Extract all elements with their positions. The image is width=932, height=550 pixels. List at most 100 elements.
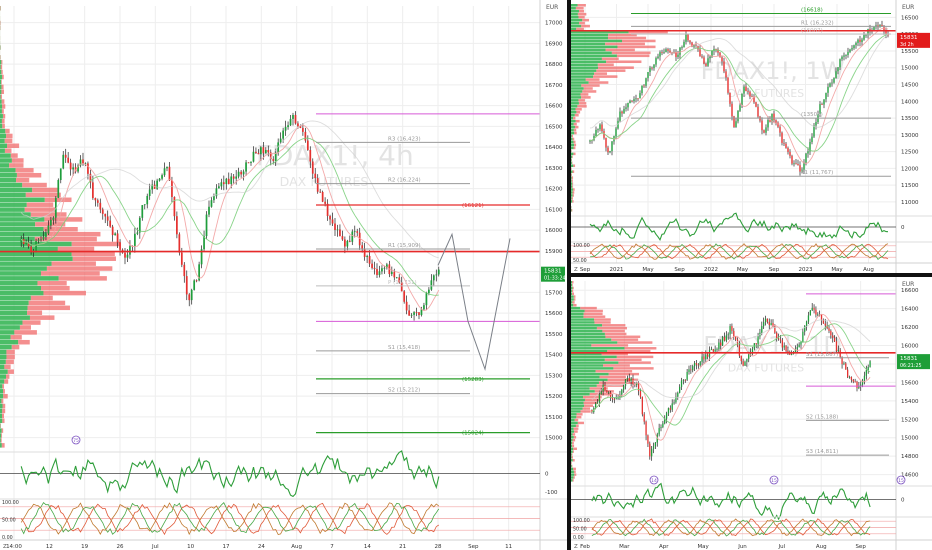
volume-bar-down: [6, 349, 15, 355]
volume-bar-up: [571, 470, 574, 473]
volume-bar-down: [602, 329, 625, 333]
candle-up: [215, 188, 218, 197]
candle-down: [400, 282, 403, 292]
volume-bar-down: [591, 344, 629, 347]
vertical-divider[interactable]: [567, 0, 571, 550]
target-label: (15283): [462, 377, 484, 383]
candle-up: [764, 318, 767, 323]
price-tick: 16300: [545, 166, 563, 172]
event-marker[interactable]: [769, 475, 779, 485]
candle-up: [804, 325, 806, 332]
candle-up: [809, 142, 811, 152]
candle-down: [109, 220, 112, 227]
candle-up: [837, 67, 839, 72]
time-tick: 14: [364, 544, 371, 550]
candle-down: [845, 363, 847, 370]
volume-bar-up: [0, 413, 2, 419]
candle-up: [858, 386, 860, 389]
zoom-corner-label[interactable]: Z: [574, 267, 578, 273]
volume-bar-up: [571, 45, 618, 49]
volume-bar-up: [571, 404, 585, 407]
candle-up: [833, 78, 835, 83]
volume-bar-down: [605, 42, 645, 46]
candle-up: [72, 167, 74, 170]
candle-up: [729, 326, 731, 335]
horizontal-divider[interactable]: [571, 273, 932, 277]
candle-down: [703, 356, 705, 360]
price-tick: 15000: [901, 436, 919, 442]
moving-averages: [20, 120, 440, 312]
volume-bar-up: [571, 453, 572, 456]
zoom-corner-label[interactable]: Z: [574, 544, 578, 550]
volume-bar-down: [571, 209, 573, 212]
candle-up: [264, 150, 267, 154]
volume-bar-down: [1, 84, 4, 90]
volume-bar-down: [1, 413, 5, 419]
volume-bar-down: [573, 164, 576, 168]
zoom-corner-label[interactable]: Z: [3, 544, 7, 550]
volume-bar-up: [0, 212, 31, 217]
event-marker[interactable]: [71, 435, 81, 445]
volume-bar-up: [0, 433, 2, 438]
volume-bar-down: [51, 261, 96, 266]
candle-down: [30, 246, 32, 252]
stochastic-tick: 50.00: [573, 527, 587, 533]
candle-down: [815, 309, 817, 315]
volume-bar-down: [27, 310, 43, 315]
volume-bar-up: [571, 384, 597, 387]
volume-bar-down: [578, 9, 585, 13]
candle-up: [655, 58, 657, 65]
volume-bar-down: [599, 375, 626, 379]
volume-bar-up: [0, 315, 30, 320]
candle-up: [615, 128, 617, 137]
candle-down: [707, 354, 709, 357]
volume-bar-up: [571, 42, 606, 46]
moving-average-line: [589, 33, 889, 129]
candle-down: [101, 209, 104, 214]
volume-bar-up: [0, 79, 2, 85]
candle-down: [729, 92, 731, 104]
volume-bar-down: [573, 298, 576, 301]
volume-bar-down: [588, 81, 609, 84]
pivot-label: R2 (16,224): [388, 178, 421, 184]
volume-bar-up: [571, 39, 622, 43]
candle-down: [820, 314, 823, 321]
candle-up: [721, 337, 724, 346]
event-marker[interactable]: [896, 475, 906, 485]
stochastic-tick: 100.00: [573, 518, 590, 524]
time-axis: Feb Mar Apr May Jun Jul Aug Sep Z: [571, 539, 932, 550]
volume-bar-up: [571, 292, 573, 295]
candle-up: [45, 233, 47, 237]
candle-down: [705, 63, 707, 66]
chart-4h-panel[interactable]: FDAX1!, 4h DAX FUTURES R3 (16,423) R2 (16,2…: [0, 0, 567, 550]
volume-bar-down: [581, 84, 600, 87]
moving-average-line: [20, 124, 440, 312]
event-marker-label: 15: [898, 478, 904, 484]
candle-up: [873, 27, 875, 31]
event-marker[interactable]: [649, 475, 659, 485]
candle-up: [282, 130, 284, 139]
time-tick: Aug: [291, 544, 302, 550]
candle-down: [185, 276, 188, 295]
volume-bar-down: [611, 51, 651, 55]
candle-up: [287, 125, 289, 128]
candle-up: [793, 163, 795, 165]
price-tick: 15500: [545, 332, 563, 338]
volume-bar-up: [0, 256, 73, 261]
candle-up: [390, 271, 393, 275]
volume-bar-up: [571, 424, 576, 428]
moving-average-line: [591, 313, 871, 441]
volume-bar-up: [571, 329, 603, 333]
volume-bar-down: [43, 290, 86, 296]
candle-down: [334, 223, 336, 231]
volume-bar-up: [571, 352, 602, 356]
candle-up: [437, 269, 440, 275]
volume-bar-up: [571, 81, 589, 84]
volume-bar-down: [2, 403, 6, 409]
candle-down: [828, 328, 830, 331]
candle-down: [418, 312, 420, 316]
price-tick: 16000: [545, 228, 563, 234]
